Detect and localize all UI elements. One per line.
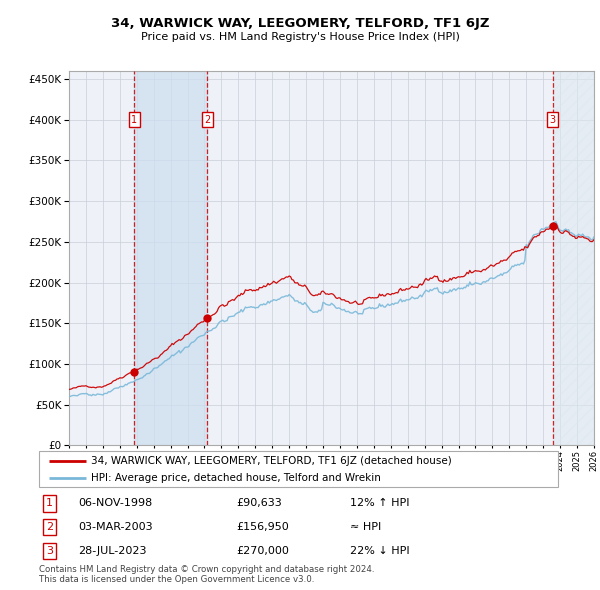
Text: HPI: Average price, detached house, Telford and Wrekin: HPI: Average price, detached house, Telf… (91, 473, 381, 483)
Text: 2: 2 (204, 114, 211, 124)
Text: 03-MAR-2003: 03-MAR-2003 (78, 522, 152, 532)
Text: 3: 3 (46, 546, 53, 556)
Text: £270,000: £270,000 (236, 546, 289, 556)
FancyBboxPatch shape (39, 451, 558, 487)
Text: This data is licensed under the Open Government Licence v3.0.: This data is licensed under the Open Gov… (39, 575, 314, 584)
Bar (553, 71, 594, 445)
Text: 34, WARWICK WAY, LEEGOMERY, TELFORD, TF1 6JZ (detached house): 34, WARWICK WAY, LEEGOMERY, TELFORD, TF1… (91, 456, 452, 466)
Text: 06-NOV-1998: 06-NOV-1998 (78, 499, 152, 509)
Text: Contains HM Land Registry data © Crown copyright and database right 2024.: Contains HM Land Registry data © Crown c… (39, 565, 374, 575)
Text: 2: 2 (46, 522, 53, 532)
Text: £90,633: £90,633 (236, 499, 282, 509)
Text: 28-JUL-2023: 28-JUL-2023 (78, 546, 146, 556)
Text: £156,950: £156,950 (236, 522, 289, 532)
Text: 3: 3 (550, 114, 556, 124)
Text: 34, WARWICK WAY, LEEGOMERY, TELFORD, TF1 6JZ: 34, WARWICK WAY, LEEGOMERY, TELFORD, TF1… (111, 17, 489, 30)
Text: 22% ↓ HPI: 22% ↓ HPI (350, 546, 410, 556)
Text: ≈ HPI: ≈ HPI (350, 522, 382, 532)
Text: 12% ↑ HPI: 12% ↑ HPI (350, 499, 410, 509)
Text: 1: 1 (46, 499, 53, 509)
Bar (134, 71, 208, 445)
Text: 1: 1 (131, 114, 137, 124)
Text: Price paid vs. HM Land Registry's House Price Index (HPI): Price paid vs. HM Land Registry's House … (140, 32, 460, 41)
